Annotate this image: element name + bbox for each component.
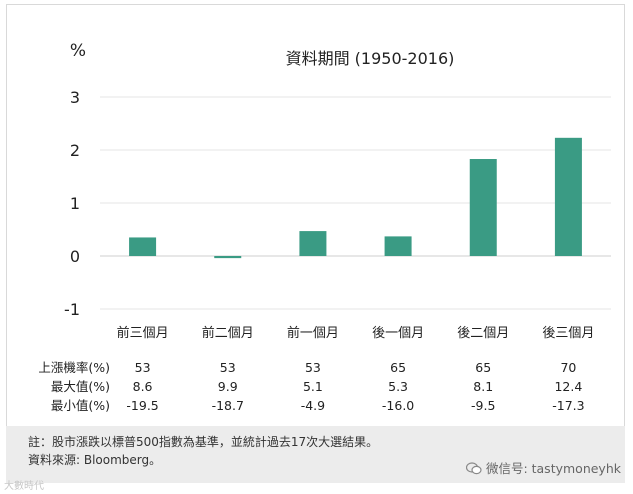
stats-cell: 65 <box>475 360 492 375</box>
y-tick-label: -1 <box>64 300 80 319</box>
x-category-label: 前二個月 <box>202 325 254 341</box>
y-tick-label: 3 <box>70 88 80 107</box>
x-category-label: 後三個月 <box>542 326 594 341</box>
stats-cell: 9.9 <box>217 379 238 394</box>
y-tick-label: 1 <box>70 194 80 213</box>
x-category-label: 前一個月 <box>287 325 339 341</box>
stats-cell: 8.6 <box>132 379 153 394</box>
stats-cell: 53 <box>134 360 151 375</box>
wechat-watermark-text: 微信号: tastymoneyhk <box>485 461 621 476</box>
grid-lines <box>100 96 611 310</box>
stats-cell: 65 <box>390 360 407 375</box>
stats-cell: -9.5 <box>471 398 496 413</box>
y-tick-label: 2 <box>70 141 80 160</box>
x-axis-labels: 前三個月 前二個月 前一個月 後一個月 後二個月 後三個月 <box>117 325 595 341</box>
bar <box>554 137 582 256</box>
stats-cell: -17.3 <box>552 398 585 413</box>
stats-cell: 53 <box>304 360 321 375</box>
footer-notes: 註：股市漲跌以標普500指數為基準，並統計過去17次大選結果。 資料來源: Bl… <box>6 426 625 483</box>
x-category-label: 前三個月 <box>117 325 169 341</box>
corner-watermark: 大數時代 <box>4 481 44 492</box>
bar <box>299 231 327 256</box>
stats-cell: 5.1 <box>302 379 323 394</box>
bar <box>469 159 497 256</box>
stats-cell: -19.5 <box>126 398 159 413</box>
wechat-bubble-icon <box>465 462 482 475</box>
y-axis-ticks: 3 2 1 0 -1 <box>64 88 80 319</box>
stats-cell: 53 <box>219 360 236 375</box>
stats-cell: -4.9 <box>300 398 326 413</box>
stats-cell: -16.0 <box>381 398 415 413</box>
bar <box>129 237 157 256</box>
bar <box>384 236 412 256</box>
footer-note: 註：股市漲跌以標普500指數為基準，並統計過去17次大選結果。 <box>28 435 379 449</box>
stats-row-label: 最大值(%) <box>50 379 110 394</box>
stats-cell: -18.7 <box>211 398 244 413</box>
bar <box>214 256 242 259</box>
x-category-label: 後一個月 <box>372 326 424 341</box>
chart-title: 資料期間 (1950-2016) <box>286 49 455 68</box>
stats-row-label: 最小值(%) <box>50 398 110 413</box>
footer-source: 資料來源: Bloomberg。 <box>28 453 162 467</box>
y-tick-label: 0 <box>70 247 80 266</box>
bars <box>129 137 582 259</box>
stats-cell: 70 <box>560 360 577 375</box>
wechat-watermark: 微信号: tastymoneyhk <box>465 458 621 477</box>
stats-cell: 12.4 <box>554 379 583 394</box>
stats-cell: 8.1 <box>473 379 494 394</box>
y-axis-unit: % <box>70 41 86 61</box>
x-category-label: 後二個月 <box>457 326 509 341</box>
stats-row-label: 上漲機率(%) <box>38 360 110 375</box>
stats-cell: 5.3 <box>388 379 409 394</box>
